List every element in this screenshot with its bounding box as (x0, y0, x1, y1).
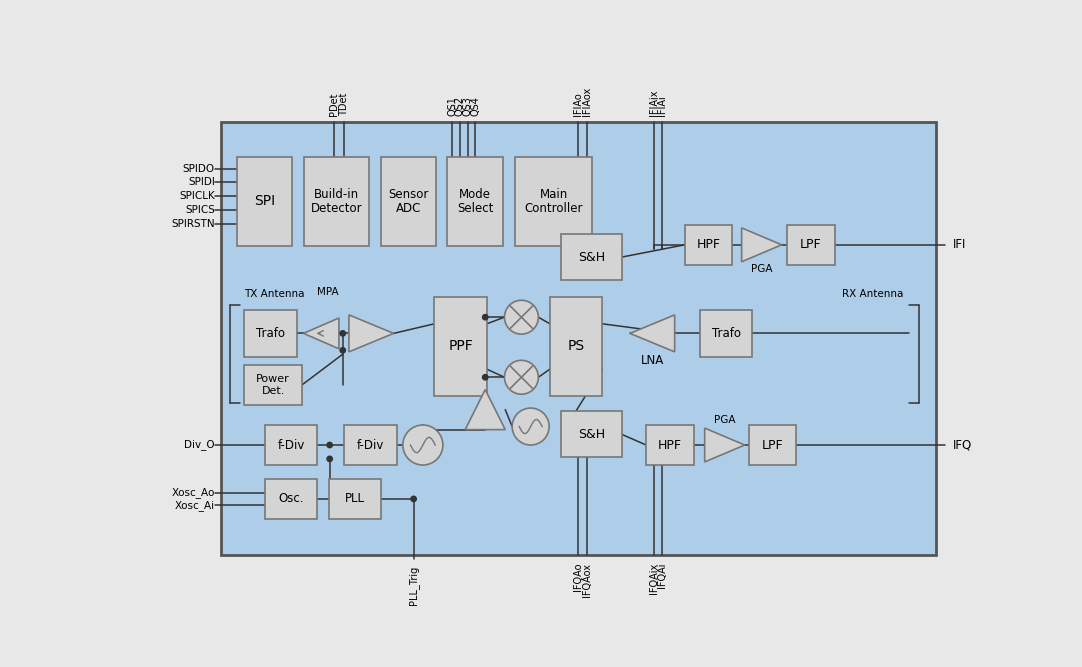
Bar (515, 157, 592, 245)
Text: PS: PS (568, 340, 584, 354)
Circle shape (340, 348, 345, 353)
Bar (245, 309, 296, 358)
Text: IFIAix: IFIAix (649, 90, 659, 116)
Circle shape (504, 300, 539, 334)
Text: Mode: Mode (459, 188, 491, 201)
Polygon shape (741, 228, 781, 261)
Circle shape (403, 425, 443, 465)
Text: LNA: LNA (641, 354, 664, 367)
Text: PLL_Trig: PLL_Trig (408, 566, 419, 605)
Bar (646, 425, 694, 465)
Text: PGA: PGA (714, 416, 736, 426)
Bar (685, 225, 733, 265)
Text: Trafo: Trafo (712, 327, 741, 340)
Bar (221, 122, 936, 555)
Polygon shape (304, 318, 339, 349)
Bar (562, 411, 621, 458)
Text: QS4: QS4 (471, 96, 480, 116)
Text: RX Antenna: RX Antenna (842, 289, 903, 299)
Polygon shape (704, 428, 744, 462)
Text: Trafo: Trafo (256, 327, 285, 340)
Text: PDet: PDet (329, 93, 340, 116)
Bar (448, 157, 503, 245)
Text: Sensor: Sensor (388, 188, 428, 201)
Text: QS1: QS1 (447, 96, 457, 116)
Circle shape (483, 315, 488, 320)
Text: IFQAo: IFQAo (573, 563, 583, 592)
Text: Build-in: Build-in (314, 188, 359, 201)
Text: MPA: MPA (317, 287, 339, 297)
Text: IFQAox: IFQAox (582, 563, 592, 597)
Text: Detector: Detector (311, 201, 362, 215)
Bar (344, 425, 397, 465)
Text: IFIAox: IFIAox (582, 87, 592, 116)
Text: TX Antenna: TX Antenna (245, 289, 305, 299)
Circle shape (327, 456, 332, 462)
Text: HPF: HPF (658, 438, 682, 452)
Text: IFQAix: IFQAix (649, 563, 659, 594)
Circle shape (327, 442, 332, 448)
Text: IFI: IFI (952, 238, 966, 251)
Bar (265, 425, 317, 465)
Bar (329, 479, 381, 519)
Circle shape (483, 375, 488, 380)
Text: Det.: Det. (262, 386, 285, 396)
Bar (550, 297, 603, 396)
Bar (245, 365, 302, 405)
Text: f-Div: f-Div (277, 438, 305, 452)
Bar (304, 157, 369, 245)
Text: TDet: TDet (339, 93, 348, 116)
Text: Main: Main (540, 188, 568, 201)
Text: LPF: LPF (800, 238, 821, 251)
Text: SPIDO: SPIDO (183, 163, 215, 173)
Text: S&H: S&H (578, 251, 605, 263)
Text: SPI: SPI (253, 194, 275, 208)
Text: PPF: PPF (448, 340, 473, 354)
Bar (237, 157, 292, 245)
Polygon shape (630, 315, 675, 352)
Bar (381, 157, 436, 245)
Text: IFQAi: IFQAi (658, 563, 668, 588)
Polygon shape (465, 390, 505, 430)
Polygon shape (348, 315, 394, 352)
Text: SPIDI: SPIDI (188, 177, 215, 187)
Bar (749, 425, 796, 465)
Bar (265, 479, 317, 519)
Bar (700, 309, 752, 358)
Text: PGA: PGA (751, 264, 773, 274)
Text: IFIAi: IFIAi (658, 95, 668, 116)
Text: QS3: QS3 (462, 96, 473, 116)
Text: Select: Select (457, 201, 493, 215)
Text: S&H: S&H (578, 428, 605, 441)
Text: f-Div: f-Div (357, 438, 384, 452)
Circle shape (411, 496, 417, 502)
Bar (434, 297, 487, 396)
Text: Div_O: Div_O (184, 440, 215, 450)
Text: ADC: ADC (396, 201, 421, 215)
Text: SPIRSTN: SPIRSTN (171, 219, 215, 229)
Bar (562, 234, 621, 280)
Circle shape (504, 360, 539, 394)
Text: Controller: Controller (525, 201, 583, 215)
Text: IFIAo: IFIAo (573, 93, 583, 116)
Text: Power: Power (256, 374, 290, 384)
Text: QS2: QS2 (454, 96, 465, 116)
Text: SPICLK: SPICLK (180, 191, 215, 201)
Text: PLL: PLL (345, 492, 365, 506)
Circle shape (340, 331, 345, 336)
Text: Xosc_Ao: Xosc_Ao (172, 488, 215, 498)
Text: HPF: HPF (697, 238, 721, 251)
Bar (787, 225, 835, 265)
Text: Osc.: Osc. (278, 492, 304, 506)
Text: Xosc_Ai: Xosc_Ai (175, 500, 215, 510)
Circle shape (512, 408, 550, 445)
Text: LPF: LPF (762, 438, 783, 452)
Text: SPICS: SPICS (185, 205, 215, 215)
Text: IFQ: IFQ (952, 438, 972, 452)
